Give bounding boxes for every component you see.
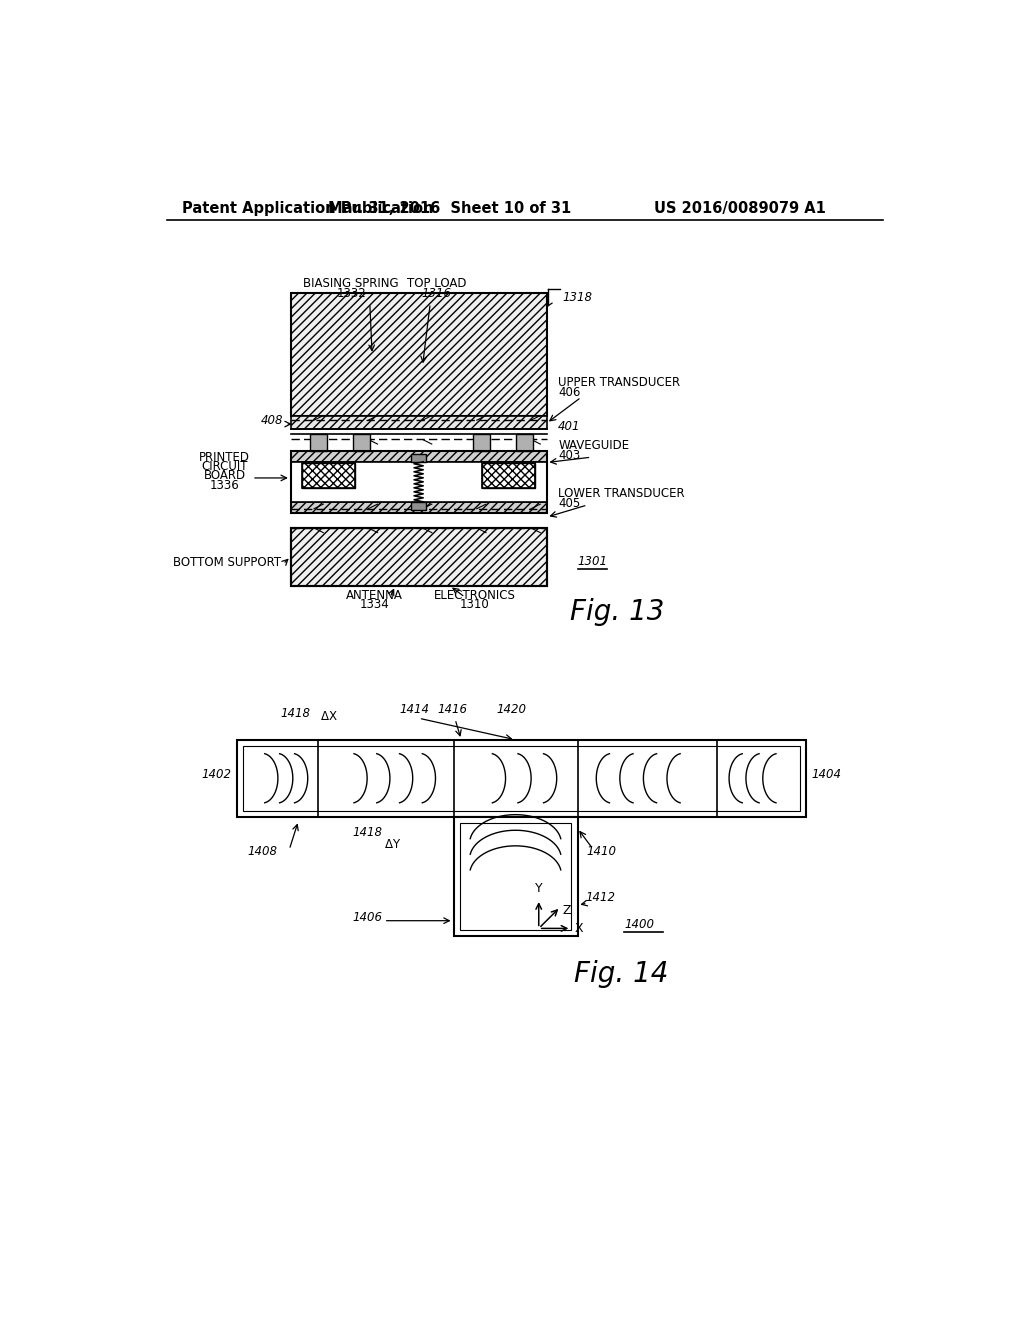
Text: ELECTRONICS: ELECTRONICS [433, 589, 515, 602]
Text: 1410: 1410 [587, 845, 616, 858]
Text: Z: Z [563, 904, 571, 917]
Text: Y: Y [535, 882, 543, 895]
Text: TOP LOAD: TOP LOAD [407, 277, 466, 290]
Text: 1408: 1408 [248, 845, 278, 858]
Text: Fig. 13: Fig. 13 [569, 598, 665, 627]
Bar [237, 739, 806, 817]
Text: 1332: 1332 [336, 286, 366, 300]
Text: 1404: 1404 [812, 768, 842, 781]
Text: 1336: 1336 [210, 479, 240, 492]
Bar [411, 454, 426, 462]
Text: CIRCUIT: CIRCUIT [202, 461, 248, 474]
Text: BIASING SPRING: BIASING SPRING [303, 277, 399, 290]
Bar [243, 746, 800, 810]
Bar [310, 434, 328, 451]
Text: Patent Application Publication: Patent Application Publication [182, 201, 434, 216]
Text: 1412: 1412 [586, 891, 615, 904]
Text: US 2016/0089079 A1: US 2016/0089079 A1 [654, 201, 826, 216]
Text: 1301: 1301 [578, 554, 607, 568]
Text: Mar. 31, 2016  Sheet 10 of 31: Mar. 31, 2016 Sheet 10 of 31 [328, 201, 571, 216]
Text: BOARD: BOARD [204, 470, 246, 483]
Text: 1416: 1416 [437, 702, 467, 715]
Text: BOTTOM SUPPORT: BOTTOM SUPPORT [173, 557, 281, 569]
Text: UPPER TRANSDUCER: UPPER TRANSDUCER [558, 376, 680, 388]
Bar [302, 463, 355, 488]
Text: 1310: 1310 [460, 598, 489, 611]
Text: 401: 401 [558, 420, 581, 433]
Text: Fig. 14: Fig. 14 [573, 961, 668, 989]
Bar [291, 462, 547, 502]
Bar [460, 822, 571, 929]
Text: 1414: 1414 [399, 702, 430, 715]
Bar [352, 434, 370, 451]
Text: X: X [574, 921, 583, 935]
Text: 1418: 1418 [352, 826, 382, 840]
Text: $\Delta$Y: $\Delta$Y [384, 838, 401, 850]
Bar [302, 463, 355, 488]
Text: LOWER TRANSDUCER: LOWER TRANSDUCER [558, 487, 685, 500]
Text: WAVEGUIDE: WAVEGUIDE [558, 440, 630, 453]
Bar [482, 463, 535, 488]
Text: 1418: 1418 [281, 706, 310, 719]
Text: 1334: 1334 [359, 598, 389, 611]
Text: 1402: 1402 [201, 768, 231, 781]
Bar [291, 451, 547, 512]
Text: $\Delta$X: $\Delta$X [321, 710, 338, 723]
Text: PRINTED: PRINTED [200, 451, 251, 465]
Text: 408: 408 [260, 414, 283, 428]
Bar [291, 293, 547, 416]
Bar [482, 463, 535, 488]
Bar [291, 451, 547, 462]
Text: 1316: 1316 [422, 286, 452, 300]
Bar [515, 434, 532, 451]
Bar [291, 416, 547, 429]
Bar [454, 817, 578, 936]
Bar [291, 528, 547, 586]
Bar [291, 502, 547, 512]
Text: 406: 406 [558, 385, 581, 399]
Bar [291, 528, 547, 586]
Text: 1400: 1400 [624, 919, 654, 932]
Text: 403: 403 [558, 450, 581, 462]
Text: ANTENNA: ANTENNA [346, 589, 402, 602]
Text: 1318: 1318 [562, 290, 592, 304]
Text: 1406: 1406 [352, 911, 382, 924]
Bar [411, 502, 426, 510]
Bar [473, 434, 489, 451]
Text: 1420: 1420 [496, 702, 526, 715]
Text: 405: 405 [558, 498, 581, 511]
